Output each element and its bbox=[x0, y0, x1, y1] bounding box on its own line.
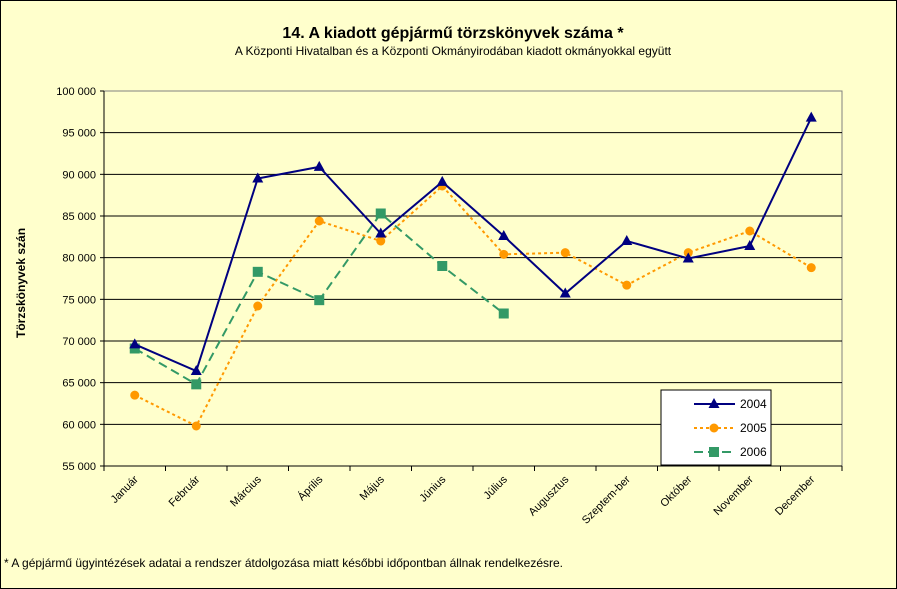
x-tick-label: Augusztus bbox=[527, 473, 572, 518]
y-tick-label: 75 000 bbox=[62, 294, 96, 306]
data-point-circle bbox=[806, 263, 816, 273]
x-tick-label: Március bbox=[228, 473, 264, 509]
data-point-triangle bbox=[498, 230, 510, 240]
series-line-2004 bbox=[134, 117, 813, 373]
data-point-triangle bbox=[129, 338, 141, 349]
grid-lines bbox=[104, 132, 842, 425]
y-axis-label: Törzskönyvek szán bbox=[14, 228, 28, 338]
data-point-square bbox=[129, 343, 140, 354]
data-point-triangle bbox=[621, 235, 633, 245]
data-point-circle bbox=[622, 280, 632, 290]
x-tick-label: Május bbox=[358, 473, 388, 503]
legend-item-2004: 2004 bbox=[694, 397, 767, 411]
data-point-circle bbox=[560, 248, 570, 258]
data-point-square bbox=[252, 266, 263, 277]
data-point-circle bbox=[499, 249, 509, 259]
data-point-square bbox=[375, 208, 386, 219]
x-tick-label: Július bbox=[481, 473, 510, 502]
series-2005 bbox=[130, 181, 816, 431]
data-point-circle bbox=[314, 216, 324, 226]
data-point-triangle bbox=[436, 175, 448, 186]
footnote: * A gépjármű ügyintézések adatai a rends… bbox=[4, 556, 563, 570]
series-line-2005 bbox=[134, 184, 812, 428]
data-point-triangle bbox=[190, 365, 202, 375]
legend-label: 2004 bbox=[740, 397, 767, 411]
data-point-triangle bbox=[375, 227, 387, 238]
data-point-triangle bbox=[559, 287, 571, 298]
data-point-square bbox=[437, 261, 448, 271]
x-tick-label: December bbox=[773, 473, 818, 518]
series-group bbox=[129, 111, 817, 431]
x-tick-label: Április bbox=[295, 473, 326, 504]
data-point-triangle bbox=[682, 252, 694, 263]
y-tick-label: 55 000 bbox=[62, 461, 96, 473]
data-point-circle bbox=[376, 236, 386, 246]
y-tick-label: 60 000 bbox=[62, 419, 96, 431]
data-point-square bbox=[314, 295, 325, 306]
chart-title: 14. A kiadott gépjármű törzskönyvek szám… bbox=[282, 25, 624, 42]
x-tick-label: Február bbox=[167, 473, 203, 509]
data-point-square bbox=[191, 379, 202, 390]
y-tick-label: 100 000 bbox=[56, 86, 96, 98]
data-point-triangle bbox=[313, 160, 325, 171]
y-tick-label: 95 000 bbox=[62, 128, 96, 140]
series-2004 bbox=[129, 111, 817, 375]
x-tick-label: Szeptem-ber bbox=[580, 473, 633, 526]
data-point-circle bbox=[253, 301, 263, 311]
data-point-triangle bbox=[744, 240, 756, 250]
legend-label: 2005 bbox=[740, 421, 767, 435]
x-tick-label: Január bbox=[109, 473, 142, 506]
chart-subtitle: A Központi Hivatalban és a Központi Okmá… bbox=[235, 44, 672, 58]
data-point-circle bbox=[745, 226, 755, 236]
data-point-square bbox=[498, 308, 509, 319]
data-point-triangle bbox=[708, 398, 720, 408]
y-tick-label: 85 000 bbox=[62, 211, 96, 223]
data-point-circle bbox=[130, 390, 140, 400]
data-point-circle bbox=[709, 423, 719, 433]
data-point-square bbox=[709, 447, 719, 457]
data-point-triangle bbox=[252, 172, 264, 183]
series-2006 bbox=[129, 208, 509, 390]
data-point-triangle bbox=[805, 111, 817, 122]
data-point-circle bbox=[191, 421, 201, 431]
y-axis: 55 000 60 000 65 000 70 000 75 000 80 000 85 0… bbox=[56, 86, 105, 473]
x-tick-label: November bbox=[712, 473, 757, 518]
x-tick-label: Június bbox=[417, 473, 448, 504]
y-tick-label: 65 000 bbox=[62, 378, 96, 390]
x-axis: Január Február Március Április Május Június Jú… bbox=[103, 465, 843, 527]
y-tick-label: 70 000 bbox=[62, 336, 96, 348]
legend: 2004 2005 2006 bbox=[660, 389, 772, 466]
legend-item-2006: 2006 bbox=[694, 445, 767, 459]
legend-item-2005: 2005 bbox=[694, 421, 767, 435]
legend-label: 2006 bbox=[740, 445, 767, 459]
x-tick-label: Október bbox=[658, 473, 694, 509]
y-tick-label: 90 000 bbox=[62, 169, 96, 181]
y-tick-label: 80 000 bbox=[62, 253, 96, 265]
